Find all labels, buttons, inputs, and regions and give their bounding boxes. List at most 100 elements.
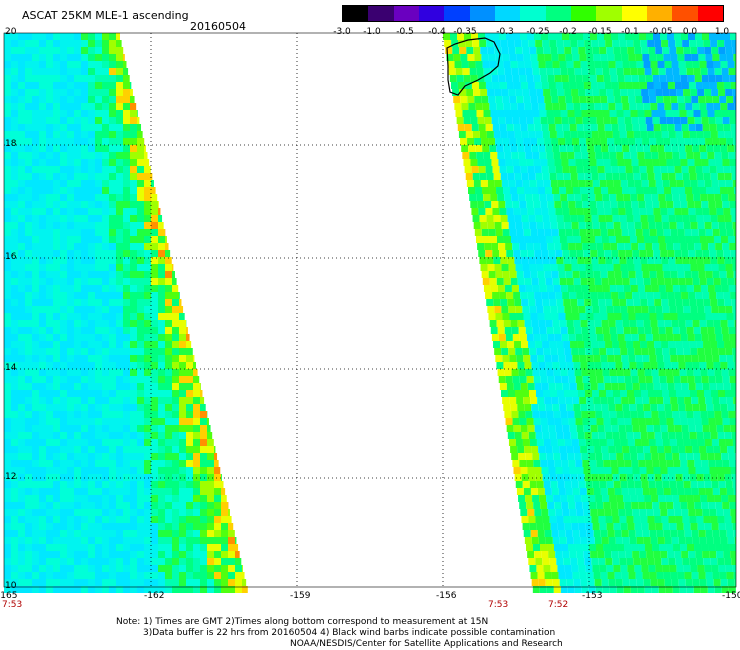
data-cell bbox=[590, 124, 598, 131]
data-cell bbox=[637, 68, 645, 75]
data-cell bbox=[582, 418, 590, 425]
data-cell bbox=[32, 124, 39, 131]
data-cell bbox=[567, 285, 575, 292]
data-cell bbox=[711, 523, 719, 530]
data-cell bbox=[516, 96, 524, 103]
data-cell bbox=[486, 257, 494, 264]
data-cell bbox=[592, 180, 600, 187]
data-cell bbox=[618, 425, 626, 432]
data-cell bbox=[666, 243, 674, 250]
data-cell bbox=[123, 467, 130, 474]
data-cell bbox=[53, 75, 60, 82]
data-cell bbox=[88, 250, 95, 257]
data-cell bbox=[123, 558, 130, 565]
data-cell bbox=[655, 180, 663, 187]
data-cell bbox=[200, 579, 207, 586]
data-cell bbox=[686, 285, 694, 292]
data-cell bbox=[657, 537, 665, 544]
data-cell bbox=[586, 229, 594, 236]
data-cell bbox=[612, 474, 620, 481]
data-cell bbox=[137, 509, 144, 516]
data-cell bbox=[468, 145, 476, 152]
data-cell bbox=[4, 33, 11, 40]
data-cell bbox=[74, 397, 81, 404]
data-cell bbox=[616, 327, 624, 334]
data-cell bbox=[158, 579, 165, 586]
data-cell bbox=[456, 75, 464, 82]
data-cell bbox=[713, 145, 721, 152]
data-cell bbox=[179, 488, 186, 495]
data-cell bbox=[651, 327, 659, 334]
data-cell bbox=[620, 439, 628, 446]
data-cell bbox=[495, 271, 503, 278]
data-cell bbox=[25, 222, 32, 229]
data-cell bbox=[671, 145, 679, 152]
data-cell bbox=[32, 432, 39, 439]
data-cell bbox=[39, 110, 46, 117]
data-cell bbox=[102, 334, 109, 341]
data-cell bbox=[81, 299, 88, 306]
data-cell bbox=[571, 180, 579, 187]
data-cell bbox=[109, 537, 116, 544]
hawaii-island-outline bbox=[446, 37, 501, 96]
data-cell bbox=[703, 173, 711, 180]
data-cell bbox=[558, 96, 566, 103]
data-cell bbox=[630, 68, 638, 75]
data-cell bbox=[528, 341, 536, 348]
data-cell bbox=[560, 453, 568, 460]
data-cell bbox=[528, 299, 536, 306]
data-cell bbox=[172, 453, 179, 460]
data-cell bbox=[460, 138, 468, 145]
data-cell bbox=[625, 166, 633, 173]
data-cell bbox=[533, 376, 541, 383]
data-cell bbox=[729, 376, 736, 383]
data-cell bbox=[214, 523, 221, 530]
data-cell bbox=[637, 453, 645, 460]
data-cell bbox=[549, 474, 557, 481]
data-cell bbox=[564, 180, 572, 187]
data-cell bbox=[675, 341, 683, 348]
data-cell bbox=[643, 404, 651, 411]
data-cell bbox=[449, 75, 457, 82]
data-cell bbox=[731, 341, 736, 348]
data-cell bbox=[516, 355, 524, 362]
data-cell bbox=[597, 509, 605, 516]
data-cell bbox=[572, 96, 580, 103]
data-cell bbox=[489, 278, 497, 285]
data-cell bbox=[603, 334, 611, 341]
data-cell bbox=[644, 110, 652, 117]
data-cell bbox=[642, 355, 650, 362]
data-cell bbox=[531, 404, 539, 411]
data-cell bbox=[67, 201, 74, 208]
data-cell bbox=[109, 215, 116, 222]
data-cell bbox=[482, 278, 490, 285]
data-cell bbox=[725, 264, 733, 271]
data-cell bbox=[498, 75, 506, 82]
data-cell bbox=[53, 467, 60, 474]
data-cell bbox=[74, 334, 81, 341]
data-cell bbox=[587, 446, 595, 453]
data-cell bbox=[637, 285, 645, 292]
data-cell bbox=[701, 201, 709, 208]
data-cell bbox=[654, 516, 662, 523]
data-cell bbox=[81, 320, 88, 327]
colorbar-swatch bbox=[343, 6, 369, 21]
data-cell bbox=[605, 257, 613, 264]
data-cell bbox=[686, 453, 694, 460]
data-cell bbox=[116, 68, 123, 75]
data-cell bbox=[720, 537, 728, 544]
data-cell bbox=[123, 446, 130, 453]
data-cell bbox=[11, 376, 18, 383]
data-cell bbox=[628, 54, 636, 61]
data-cell bbox=[32, 376, 39, 383]
data-cell bbox=[123, 236, 130, 243]
data-cell bbox=[662, 47, 670, 54]
data-cell bbox=[165, 369, 172, 376]
data-cell bbox=[67, 467, 74, 474]
data-cell bbox=[151, 418, 158, 425]
data-cell bbox=[660, 551, 668, 558]
data-cell bbox=[130, 509, 137, 516]
data-cell bbox=[221, 516, 228, 523]
data-cell bbox=[556, 173, 564, 180]
data-cell bbox=[514, 257, 522, 264]
